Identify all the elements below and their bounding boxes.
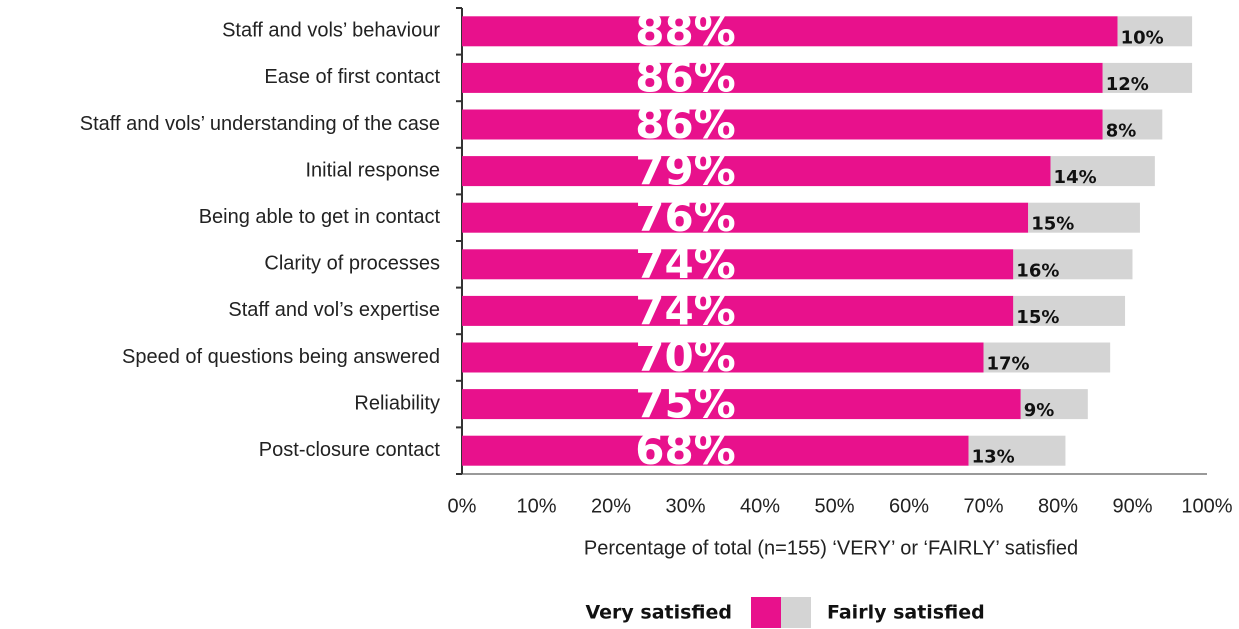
x-tick-label: 100% — [1181, 495, 1232, 517]
value-label: 16% — [1016, 260, 1059, 281]
value-label: 70% — [635, 332, 736, 381]
category-label: Initial response — [305, 159, 440, 181]
category-label: Speed of questions being answered — [122, 346, 440, 368]
bar-segment — [462, 342, 984, 373]
value-label: 9% — [1024, 400, 1055, 421]
bar-segment — [462, 16, 1118, 47]
bar-segment — [983, 342, 1111, 373]
bar-segment — [462, 156, 1051, 187]
bar-segment — [1013, 249, 1133, 280]
value-label: 76% — [635, 192, 736, 241]
value-label: 74% — [635, 239, 736, 288]
bar-segment — [1050, 156, 1155, 187]
value-label: 13% — [972, 447, 1015, 468]
bar-segment — [462, 295, 1014, 326]
legend-swatch — [751, 597, 781, 628]
x-tick-label: 20% — [591, 495, 631, 517]
value-label: 86% — [635, 99, 736, 148]
value-label: 12% — [1106, 74, 1149, 95]
bar-segment — [1020, 389, 1088, 420]
bar-segment — [462, 389, 1021, 420]
value-label: 14% — [1054, 167, 1097, 188]
x-axis-label: Percentage of total (n=155) ‘VERY’ or ‘F… — [584, 537, 1078, 559]
value-label: 88% — [635, 6, 736, 55]
bar-segment — [462, 435, 969, 466]
bar-segment — [1102, 62, 1193, 93]
value-label: 15% — [1016, 307, 1059, 328]
category-label: Staff and vols’ understanding of the cas… — [80, 113, 440, 135]
value-label: 15% — [1031, 214, 1074, 235]
x-tick-label: 10% — [516, 495, 556, 517]
x-tick-label: 50% — [814, 495, 854, 517]
value-label: 86% — [635, 52, 736, 101]
x-tick-label: 30% — [665, 495, 705, 517]
category-label: Ease of first contact — [264, 66, 440, 88]
value-label: 17% — [987, 354, 1030, 375]
value-label: 68% — [635, 425, 736, 474]
value-label: 74% — [635, 285, 736, 334]
bar-segment — [462, 62, 1103, 93]
bar-segment — [462, 109, 1103, 140]
category-label: Being able to get in contact — [199, 206, 441, 228]
category-label: Staff and vols’ behaviour — [222, 20, 440, 42]
value-label: 79% — [635, 146, 736, 195]
bar-segment — [1028, 202, 1140, 233]
bar-segment — [462, 249, 1014, 280]
x-tick-label: 0% — [448, 495, 477, 517]
bar-segment — [1013, 295, 1126, 326]
value-label: 8% — [1106, 121, 1137, 142]
bar-segment — [968, 435, 1066, 466]
x-tick-label: 80% — [1038, 495, 1078, 517]
category-label: Clarity of processes — [264, 253, 440, 275]
legend-label: Fairly satisfied — [827, 602, 985, 624]
bar-segment — [1102, 109, 1163, 140]
value-label: 75% — [635, 379, 736, 428]
legend-swatch — [781, 597, 811, 628]
x-tick-label: 40% — [740, 495, 780, 517]
x-tick-label: 70% — [963, 495, 1003, 517]
bar-segment — [1117, 16, 1193, 47]
x-tick-label: 90% — [1112, 495, 1152, 517]
value-label: 10% — [1121, 27, 1164, 48]
category-label: Post-closure contact — [259, 439, 441, 461]
bar-segment — [462, 202, 1029, 233]
legend-label: Very satisfied — [585, 602, 732, 624]
category-label: Reliability — [354, 392, 440, 414]
category-label: Staff and vol’s expertise — [228, 299, 440, 321]
x-tick-label: 60% — [889, 495, 929, 517]
